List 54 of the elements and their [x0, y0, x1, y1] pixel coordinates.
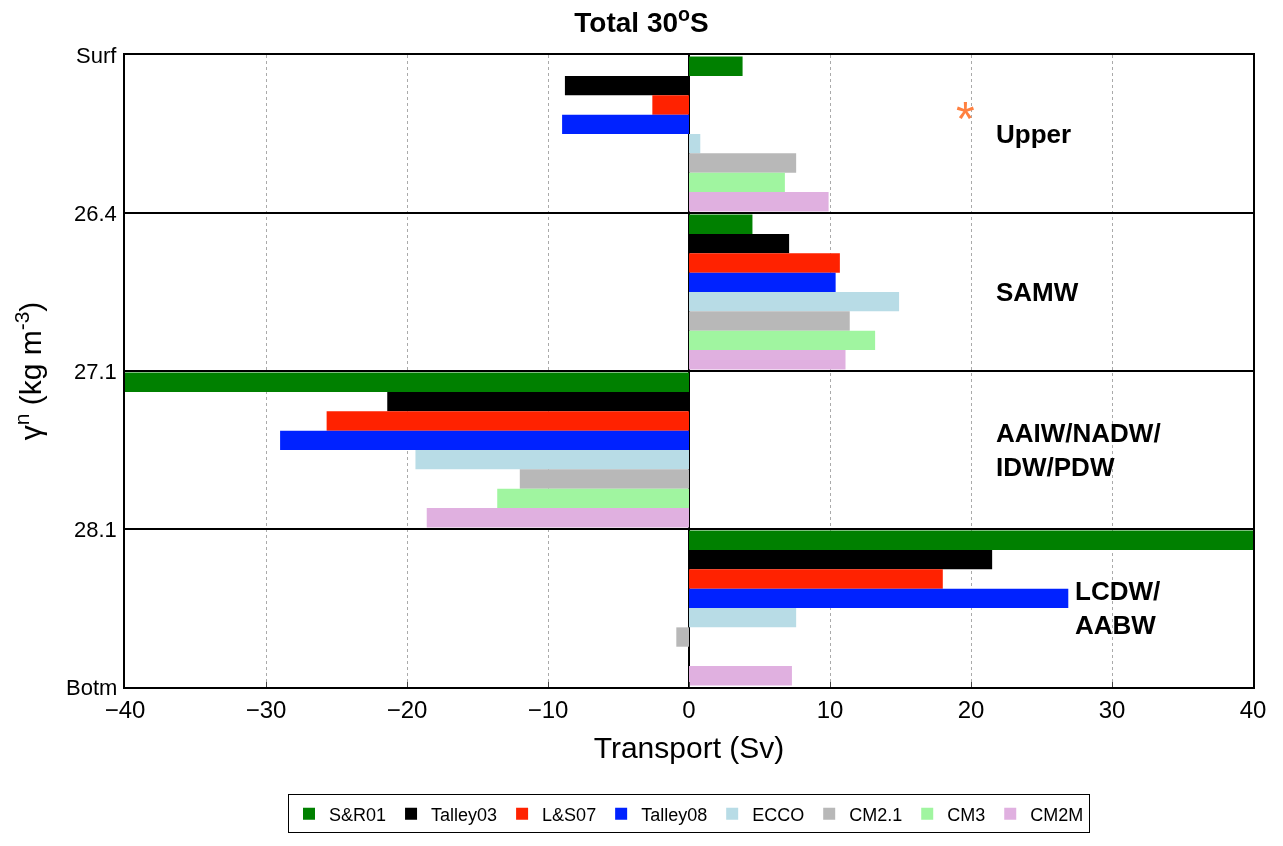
bar [562, 114, 689, 134]
legend-label: Talley03 [431, 804, 498, 825]
bar [689, 192, 829, 212]
legend-label: L&S07 [542, 804, 597, 825]
y-tick-label: AAIW/NADW/ IDW/PDW [996, 418, 1161, 482]
bar [426, 508, 689, 528]
x-tick-label: −10 [527, 695, 569, 723]
y-tick-label: SAMW [996, 277, 1079, 307]
bar [689, 134, 701, 154]
bar [519, 469, 689, 489]
bar [689, 588, 1069, 608]
bar [125, 372, 689, 392]
bar [689, 569, 943, 589]
bar [689, 350, 846, 370]
x-tick-label: 40 [1239, 695, 1267, 723]
legend-label: S&R01 [329, 804, 387, 825]
bar [689, 253, 840, 273]
bar [280, 430, 689, 450]
y-tick-label: Upper [996, 119, 1072, 149]
x-tick-label: 20 [957, 695, 985, 723]
y-tick-label: LCDW/ AABW [1075, 576, 1161, 640]
annotation: * [956, 92, 975, 145]
bar [689, 214, 753, 234]
bar [689, 272, 836, 292]
x-tick-label: −30 [245, 695, 287, 723]
text: 28.1 [74, 517, 117, 542]
text: 27.1 [74, 359, 117, 384]
text: Surf [76, 43, 118, 68]
bar [689, 56, 743, 76]
bar [689, 330, 876, 351]
bar [689, 172, 785, 193]
x-tick-label: −20 [386, 695, 428, 723]
x-axis-title: Transport (Sv) [593, 730, 785, 764]
bar [689, 153, 797, 173]
bar [689, 530, 1253, 550]
chart-title: Total 30$^{o}$S [574, 2, 709, 39]
legend-label: CM2M [1030, 804, 1084, 825]
legend-label: CM2.1 [849, 804, 903, 825]
bar [689, 608, 797, 628]
bar [326, 411, 689, 431]
bar [689, 666, 792, 686]
bar [415, 450, 689, 470]
text: 26.4 [74, 201, 117, 226]
legend-label: ECCO [752, 804, 805, 825]
bar [689, 311, 850, 331]
legend-label: CM3 [947, 804, 986, 825]
x-tick-label: 0 [682, 695, 696, 723]
x-tick-label: 30 [1098, 695, 1126, 723]
bar [689, 292, 900, 312]
bar [652, 95, 689, 115]
x-tick-label: 10 [816, 695, 844, 723]
legend-label: Talley08 [641, 804, 708, 825]
bar [497, 488, 689, 509]
bar [676, 627, 689, 647]
